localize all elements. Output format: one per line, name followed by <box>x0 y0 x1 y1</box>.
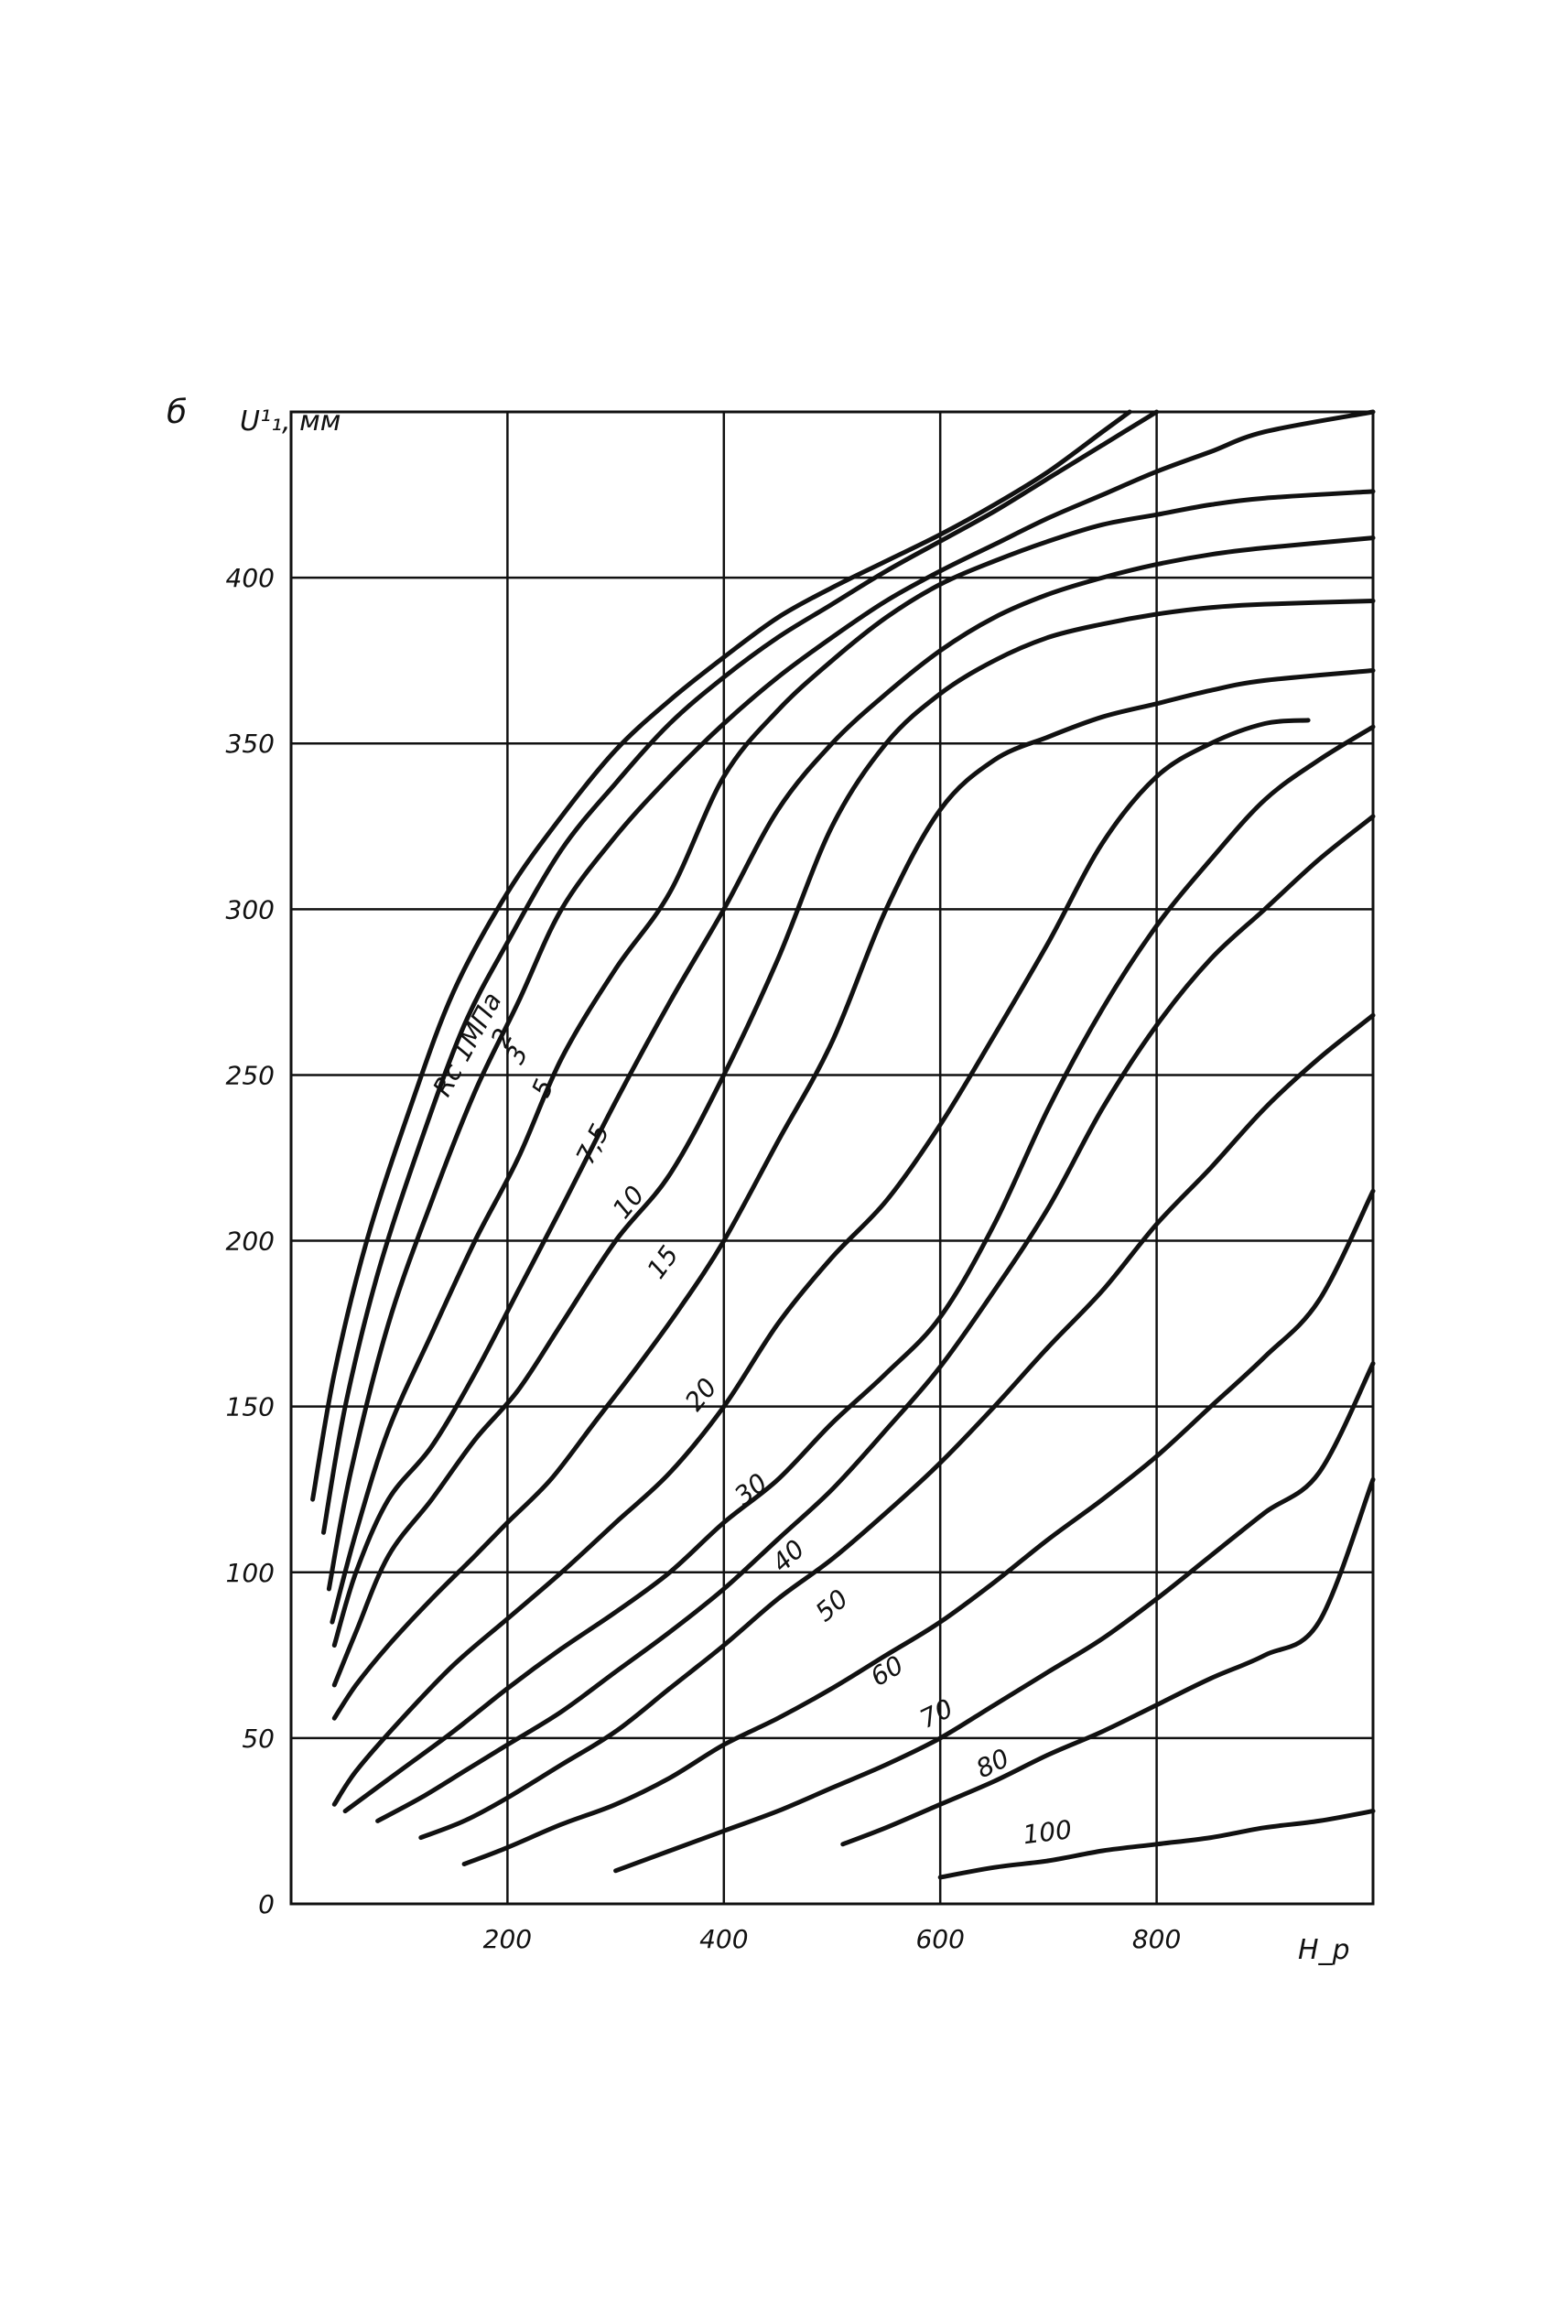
series-label: 10 <box>606 1180 650 1224</box>
y-tick-label: 100 <box>226 1558 275 1588</box>
series-line <box>310 409 1132 1502</box>
series-label: 70 <box>915 1693 958 1735</box>
series-line <box>342 724 1376 1814</box>
series-label: 30 <box>729 1467 773 1511</box>
series-label: 7,5 <box>570 1119 616 1170</box>
series-line <box>418 1012 1376 1841</box>
x-axis-label: H_р <box>1298 1934 1350 1966</box>
y-axis-label: U¹₁, мм <box>240 405 341 438</box>
curve-layer <box>310 409 1376 1880</box>
series-line <box>321 409 1160 1535</box>
x-tick-label: 400 <box>699 1924 748 1954</box>
series-line <box>330 489 1376 1625</box>
y-tick-label: 200 <box>226 1227 275 1257</box>
plot-frame <box>289 410 1375 1906</box>
x-tick-label: 200 <box>483 1924 532 1954</box>
series-line <box>613 1361 1376 1874</box>
y-tick-label: 150 <box>226 1392 275 1422</box>
y-tick-label: 300 <box>226 894 275 924</box>
series-line <box>937 1809 1376 1880</box>
series-label: 5 <box>525 1075 559 1102</box>
grid-layer <box>291 412 1373 1904</box>
y-tick-label: 250 <box>226 1060 275 1090</box>
series-line <box>331 535 1376 1648</box>
series-line <box>331 599 1376 1688</box>
y-tick-label: 400 <box>226 563 275 593</box>
series-line <box>461 1188 1376 1866</box>
series-label: 80 <box>971 1743 1014 1784</box>
panel-label: б <box>167 394 187 431</box>
series-label: 50 <box>809 1584 854 1627</box>
x-tick-label: 600 <box>915 1924 964 1954</box>
x-tick-label: 800 <box>1132 1924 1181 1954</box>
y-tick-label: 0 <box>258 1889 275 1919</box>
series-line <box>326 409 1376 1592</box>
y-tick-label: 50 <box>242 1724 275 1754</box>
series-label: 20 <box>679 1372 723 1416</box>
series-line <box>375 814 1376 1823</box>
series-label: 60 <box>865 1649 909 1692</box>
series-label: 15 <box>641 1240 685 1284</box>
series-label: 100 <box>1022 1814 1074 1850</box>
y-tick-label: 350 <box>226 729 275 759</box>
series-line <box>331 718 1311 1807</box>
series-label: 3 <box>500 1041 534 1068</box>
series-line <box>331 668 1376 1721</box>
series-line <box>840 1476 1376 1847</box>
